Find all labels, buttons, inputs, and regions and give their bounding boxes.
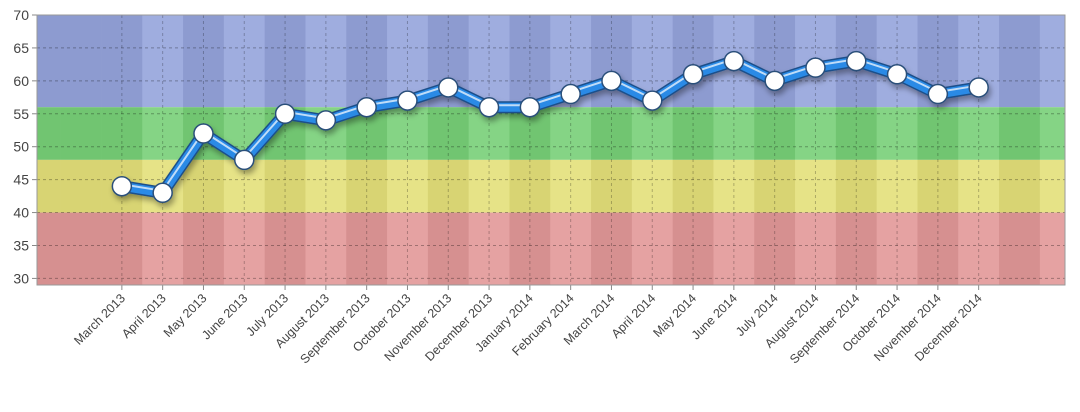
data-point [152,182,173,204]
data-point [723,50,745,72]
column-stripe [917,15,959,285]
data-point [438,77,459,98]
column-stripe [1039,15,1065,285]
column-stripe [37,15,61,285]
data-point [682,64,704,85]
data-point [846,50,867,72]
column-stripe [468,15,510,285]
column-stripe [264,15,306,285]
plot-border [36,14,1066,286]
y-tick-label: 45 [13,172,29,188]
color-band [37,159,1065,213]
y-tick-label: 50 [13,139,29,155]
y-tick-label: 30 [13,270,29,286]
data-point [560,83,581,105]
color-band [37,15,1065,108]
series-line [121,56,980,198]
data-point [274,103,296,125]
y-tick-label: 65 [13,40,29,56]
y-tick-label: 35 [13,237,29,253]
data-series [111,50,989,204]
column-stripe [427,15,469,285]
column-stripe [876,15,918,285]
x-tick-label: April 2013 [119,291,169,341]
x-tick-label: September 2014 [787,291,862,366]
y-tick-label: 70 [13,7,29,23]
data-point [356,96,377,118]
y-tick-label: 55 [13,106,29,122]
data-point [234,149,255,171]
column-stripe [509,15,551,285]
x-tick-label: September 2013 [298,291,373,366]
column-stripe [672,15,714,285]
data-point [805,57,826,78]
column-stripe [387,15,428,285]
color-band [37,212,1065,285]
column-stripe [305,15,347,285]
data-point [193,123,214,144]
data-point [519,96,541,118]
column-stripe [346,15,388,285]
column-stripe [591,15,632,285]
x-tick-label: April 2014 [609,291,659,341]
column-stripe [958,15,1000,285]
data-point [601,70,622,92]
data-point [397,90,418,111]
column-stripe [60,15,102,285]
y-tick-label: 60 [13,73,29,89]
data-point [968,77,989,98]
column-stripe [101,15,143,285]
data-point [764,70,785,92]
column-stripe [754,15,796,285]
column-stripe [631,15,673,285]
data-point [315,110,337,131]
data-point [642,90,663,111]
x-tick-label: March 2013 [71,291,128,348]
series-line-highlight [121,58,979,192]
column-stripe [550,15,592,285]
y-tick-label: 40 [13,205,29,221]
column-stripe [142,15,184,285]
data-point [886,64,908,85]
data-point [111,175,133,197]
data-point [927,83,949,105]
data-point [478,96,500,118]
column-stripe [999,15,1040,285]
